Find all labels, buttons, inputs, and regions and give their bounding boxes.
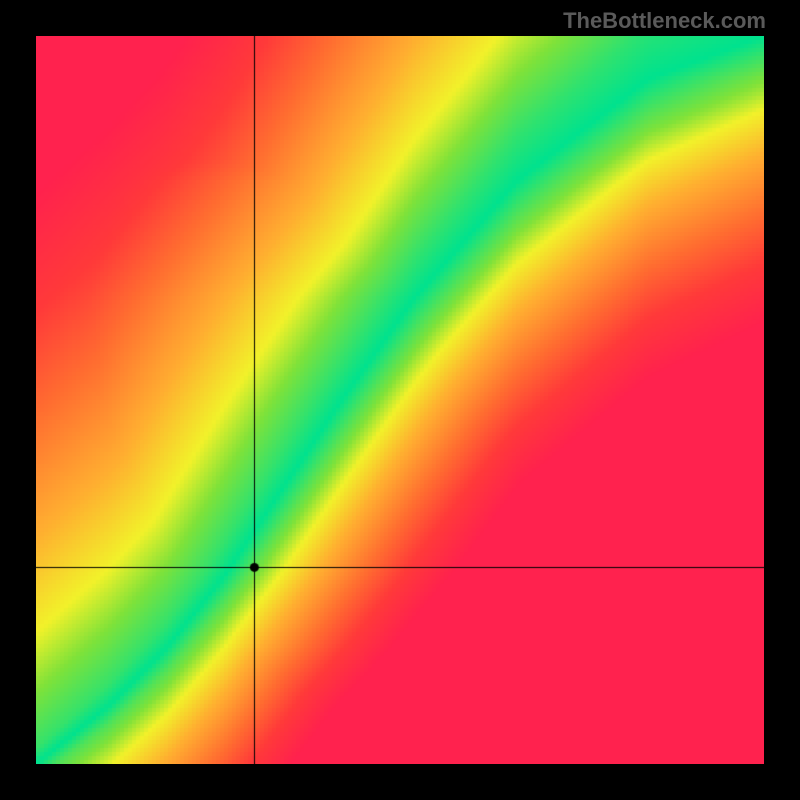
bottleneck-heatmap — [36, 36, 764, 764]
chart-container: TheBottleneck.com — [0, 0, 800, 800]
watermark-text: TheBottleneck.com — [563, 8, 766, 34]
